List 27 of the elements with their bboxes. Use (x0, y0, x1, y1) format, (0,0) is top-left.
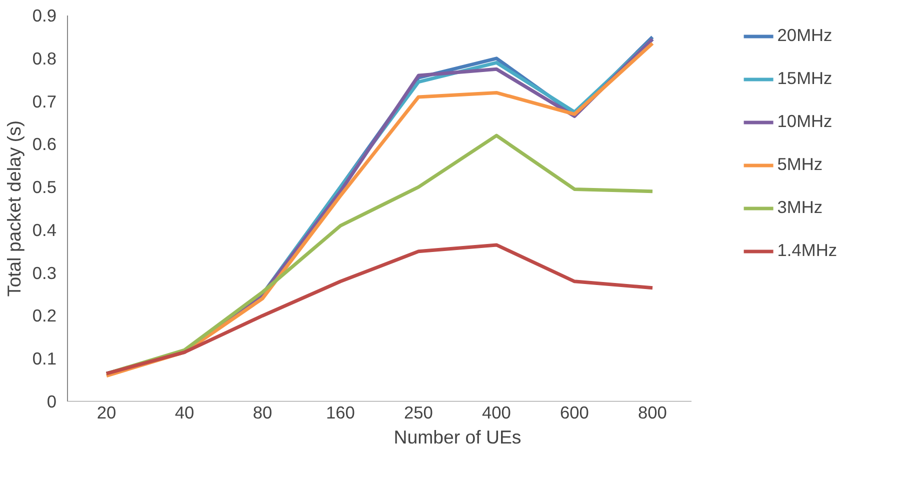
legend-label: 15MHz (777, 68, 832, 89)
x-tick-label: 80 (252, 402, 272, 422)
legend-label: 3MHz (777, 197, 823, 218)
y-tick-label: 0.8 (32, 48, 57, 68)
legend-label: 10MHz (777, 111, 832, 132)
x-tick-label: 250 (404, 402, 433, 422)
y-tick-label: 0.3 (32, 262, 57, 283)
y-tick-label: 0 (46, 392, 57, 412)
x-tick-label: 20 (96, 402, 116, 422)
y-tick-label: 0.7 (32, 91, 57, 112)
x-tick-label: 160 (326, 402, 355, 422)
legend-label: 20MHz (777, 25, 832, 46)
y-tick-label: 0.5 (32, 177, 57, 198)
x-tick-label: 600 (560, 402, 589, 422)
y-tick-label: 0.9 (32, 6, 57, 26)
x-tick-label: 400 (482, 402, 511, 422)
x-axis-title: Number of UEs (394, 426, 522, 448)
y-tick-label: 0.6 (32, 134, 57, 154)
y-axis-title: Total packet delay (s) (3, 120, 24, 297)
y-tick-label: 0.1 (32, 348, 57, 369)
y-tick-label: 0.4 (32, 220, 57, 240)
x-tick-label: 800 (638, 402, 667, 422)
legend-label: 5MHz (777, 154, 823, 175)
y-tick-label: 0.2 (32, 306, 57, 326)
x-tick-label: 40 (174, 402, 194, 422)
legend-label: 1.4MHz (777, 240, 837, 261)
line-series (104, 243, 654, 376)
